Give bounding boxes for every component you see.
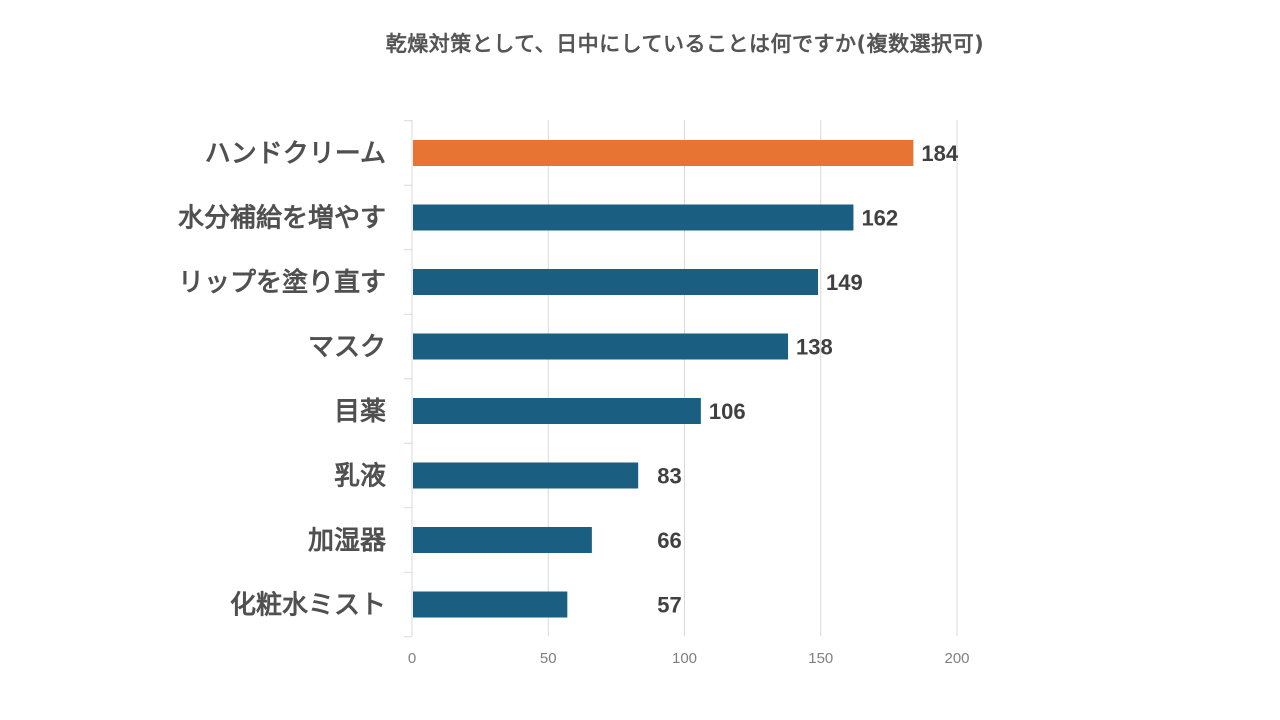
bar-7 xyxy=(413,591,568,618)
bar-4 xyxy=(413,398,701,424)
bar-0 xyxy=(413,140,914,166)
category-axis xyxy=(404,120,413,638)
category-label: 化粧水ミスト xyxy=(230,590,386,621)
x-tick-label: 200 xyxy=(944,650,969,667)
data-label: 66 xyxy=(657,528,681,553)
data-label: 149 xyxy=(826,270,863,295)
category-label: 乳液 xyxy=(334,462,386,492)
x-tick-label: 150 xyxy=(808,650,833,667)
data-label: 106 xyxy=(709,399,746,424)
bar-5 xyxy=(413,462,639,489)
category-label: 目薬 xyxy=(334,397,386,427)
category-label: リップを塗り直す xyxy=(178,267,386,298)
category-label: マスク xyxy=(308,333,386,363)
x-tick-label: 50 xyxy=(540,650,557,667)
category-label: ハンドクリーム xyxy=(205,139,386,169)
bar-6 xyxy=(413,527,592,553)
category-label: 水分補給を増やす xyxy=(178,203,386,234)
bar-3 xyxy=(413,333,789,360)
category-label: 加湿器 xyxy=(308,526,387,556)
data-label: 57 xyxy=(657,593,681,618)
gridlines xyxy=(547,120,958,636)
bar-1 xyxy=(413,204,854,231)
data-label: 162 xyxy=(861,206,898,231)
data-label: 184 xyxy=(921,141,958,166)
labels: 0 50 100 150 200 ハンドクリーム 184 水分補給を増やす 162 リップを塗り直… xyxy=(178,139,970,667)
bars xyxy=(413,140,914,618)
x-tick-label: 100 xyxy=(672,650,697,667)
data-label: 83 xyxy=(657,464,681,489)
bar-2 xyxy=(413,269,819,295)
x-tick-label: 0 xyxy=(408,650,416,667)
data-label: 138 xyxy=(796,335,833,360)
chart-title: 乾燥対策として、日中にしていることは何ですか(複数選択可) xyxy=(385,32,985,56)
